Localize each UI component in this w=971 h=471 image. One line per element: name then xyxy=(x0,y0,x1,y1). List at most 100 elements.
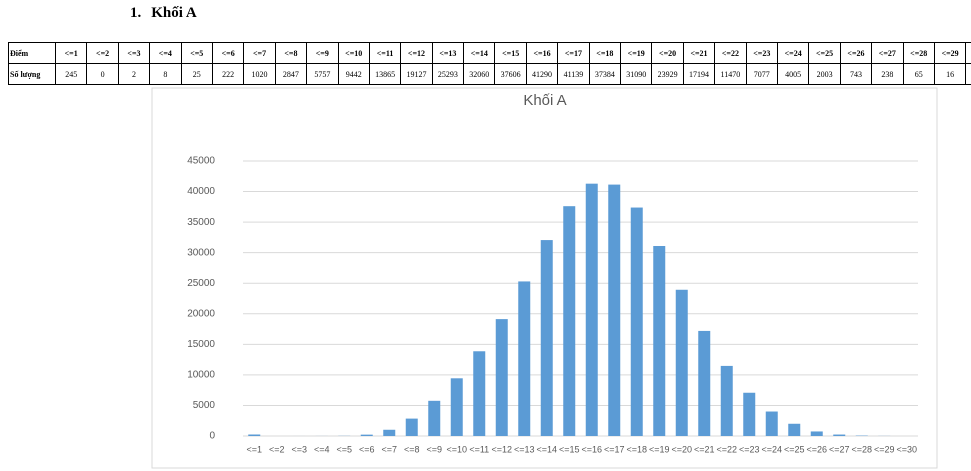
header-cell: <=29 xyxy=(933,42,967,64)
heading-title: Khối A xyxy=(151,5,197,21)
heading-number: 1. xyxy=(130,5,142,21)
x-tick-label: <=14 xyxy=(536,444,557,454)
bar xyxy=(473,351,486,436)
x-tick-label: <=20 xyxy=(671,444,692,454)
y-tick-label: 20000 xyxy=(187,308,215,319)
bar xyxy=(563,206,576,436)
value-cell: 11470 xyxy=(714,63,747,85)
bar xyxy=(743,392,756,436)
x-tick-label: <=6 xyxy=(359,444,375,454)
value-cell: 25293 xyxy=(431,63,465,85)
header-cell: <=6 xyxy=(211,42,245,64)
header-cell: <=4 xyxy=(149,42,182,64)
x-tick-label: <=19 xyxy=(649,444,670,454)
header-cell: <=24 xyxy=(776,42,810,64)
x-tick-label: <=15 xyxy=(559,444,580,454)
bar xyxy=(653,246,666,436)
header-cell: <=21 xyxy=(682,42,716,64)
bar xyxy=(698,330,711,436)
header-cell: <=13 xyxy=(431,42,465,64)
x-tick-label: <=23 xyxy=(739,444,760,454)
bar xyxy=(518,281,531,436)
bar xyxy=(788,423,801,436)
header-cell: <=9 xyxy=(306,42,339,64)
header-label: Điểm xyxy=(8,42,56,64)
header-cell: <=2 xyxy=(86,42,119,64)
y-tick-label: 35000 xyxy=(187,217,215,228)
y-tick-label: 0 xyxy=(209,431,215,442)
value-cell: 5757 xyxy=(306,63,339,85)
header-cell: <=28 xyxy=(902,42,935,64)
value-cell: 1020 xyxy=(243,63,276,85)
bar xyxy=(833,434,846,436)
header-cell: <=27 xyxy=(871,42,904,64)
x-tick-label: <=3 xyxy=(291,444,307,454)
value-cell: 0 xyxy=(86,63,119,85)
value-cell: 245 xyxy=(54,63,88,85)
x-tick-label: <=1 xyxy=(246,444,262,454)
value-cell: 2003 xyxy=(808,63,841,85)
heading: 1. Khối A xyxy=(130,5,207,22)
value-cell: 17194 xyxy=(682,63,716,85)
x-tick-label: <=2 xyxy=(269,444,285,454)
value-cell: 19127 xyxy=(400,63,433,85)
bar xyxy=(765,411,778,436)
value-cell: 2847 xyxy=(274,63,308,85)
value-cell: 1 xyxy=(965,63,971,85)
header-row: Điểm <=1 <=2 <=3 <=4 <=5 <=6 <=7 <=8 <=9 <=10 <=11 <… xyxy=(8,42,971,64)
x-tick-label: <=5 xyxy=(336,444,352,454)
bar xyxy=(495,319,508,436)
bar xyxy=(383,429,396,436)
header-cell: <=11 xyxy=(368,42,402,64)
bar xyxy=(608,184,621,436)
x-tick-label: <=13 xyxy=(514,444,535,454)
value-cell: 743 xyxy=(839,63,873,85)
score-table: Điểm <=1 <=2 <=3 <=4 <=5 <=6 <=7 <=8 <=9 <=10 <=11 <… xyxy=(8,42,971,85)
x-tick-label: <=16 xyxy=(581,444,602,454)
x-tick-label: <=12 xyxy=(491,444,512,454)
y-tick-label: 10000 xyxy=(187,370,215,381)
value-cell: 16 xyxy=(933,63,967,85)
chart-frame xyxy=(151,87,938,469)
header-cell: <=25 xyxy=(808,42,841,64)
x-tick-label: <=25 xyxy=(784,444,805,454)
bar xyxy=(720,365,733,436)
header-cell: <=22 xyxy=(714,42,747,64)
value-cell: 7077 xyxy=(745,63,778,85)
bar xyxy=(428,400,441,436)
x-tick-label: <=8 xyxy=(404,444,420,454)
row-label: Số lượng xyxy=(8,63,56,85)
bar xyxy=(630,207,643,436)
header-cell: <=8 xyxy=(274,42,308,64)
value-cell: 32060 xyxy=(463,63,496,85)
header-cell: <=14 xyxy=(463,42,496,64)
y-tick-label: 5000 xyxy=(193,400,216,411)
bar xyxy=(248,434,261,436)
value-cell: 4005 xyxy=(776,63,810,85)
value-cell: 222 xyxy=(211,63,245,85)
header-cell: <=10 xyxy=(337,42,370,64)
y-tick-label: 45000 xyxy=(187,156,215,167)
header-cell: <=5 xyxy=(180,42,213,64)
bar xyxy=(675,289,688,436)
header-cell: <=7 xyxy=(243,42,276,64)
value-row: Số lượng 245 0 2 8 25 222 1020 2847 5757 9442 13865… xyxy=(8,63,971,85)
value-cell: 31090 xyxy=(620,63,653,85)
header-cell: <=19 xyxy=(620,42,653,64)
value-cell: 41290 xyxy=(525,63,559,85)
bar xyxy=(540,240,553,436)
y-tick-label: 30000 xyxy=(187,247,215,258)
header-cell: <=17 xyxy=(557,42,590,64)
value-cell: 2 xyxy=(117,63,151,85)
table-wrap: Điểm <=1 <=2 <=3 <=4 <=5 <=6 <=7 <=8 <=9 <=10 <=11 <… xyxy=(8,42,971,85)
header-cell: <=12 xyxy=(400,42,433,64)
chart-title: Khối A xyxy=(523,92,566,109)
bar xyxy=(450,378,463,436)
header-cell: <=23 xyxy=(745,42,778,64)
x-tick-label: <=17 xyxy=(604,444,625,454)
value-cell: 37384 xyxy=(588,63,622,85)
bar xyxy=(585,183,598,436)
value-cell: 23929 xyxy=(651,63,684,85)
x-tick-label: <=28 xyxy=(851,444,872,454)
x-tick-label: <=24 xyxy=(761,444,782,454)
